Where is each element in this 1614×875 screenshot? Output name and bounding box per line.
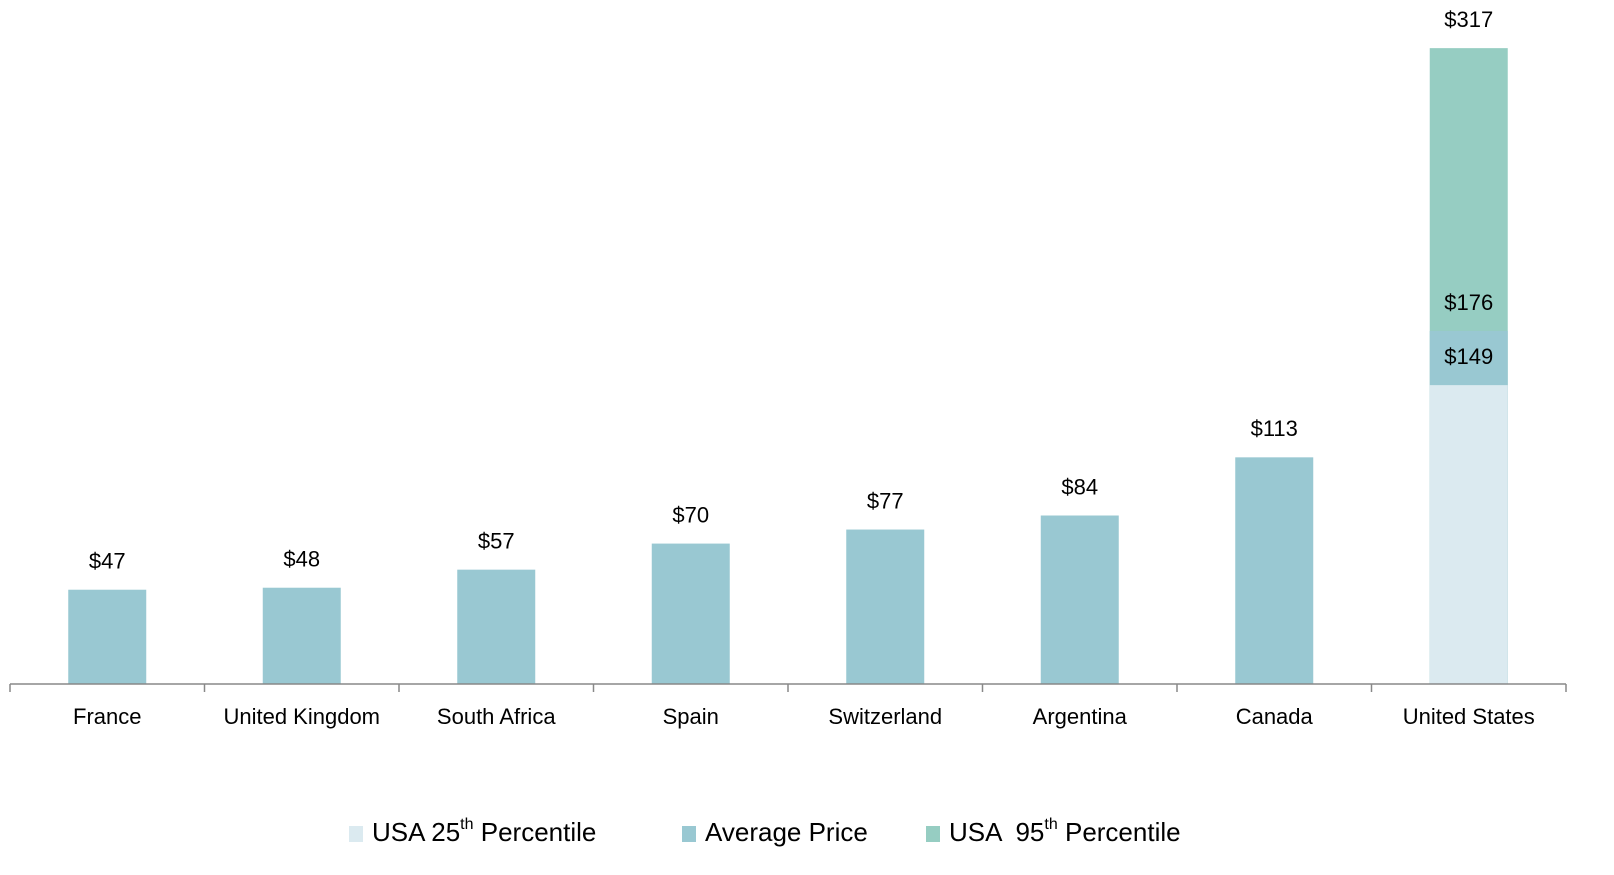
legend-label: USA 95th Percentile bbox=[949, 816, 1181, 847]
legend-label: Average Price bbox=[705, 817, 868, 847]
value-label: $57 bbox=[478, 528, 515, 553]
value-label: $70 bbox=[672, 502, 709, 527]
value-labels: $317 $47 $48 $57 $70 $77 $84 $113 $176 $149 bbox=[89, 7, 1493, 574]
x-tick-label: South Africa bbox=[437, 704, 556, 729]
x-tick-label: Argentina bbox=[1033, 704, 1128, 729]
bar bbox=[1235, 457, 1314, 684]
legend-swatch bbox=[926, 826, 940, 842]
x-axis: France United Kingdom South Africa Spain Swi… bbox=[9, 683, 1567, 729]
value-label: $113 bbox=[1251, 416, 1298, 441]
bar bbox=[846, 529, 925, 684]
x-tick-label: Canada bbox=[1236, 704, 1314, 729]
value-label: $77 bbox=[867, 488, 904, 513]
bars bbox=[68, 48, 1508, 684]
value-label: $317 bbox=[1444, 7, 1493, 32]
value-label: $84 bbox=[1061, 474, 1098, 499]
x-tick-label: Switzerland bbox=[828, 704, 942, 729]
value-label: $48 bbox=[283, 547, 320, 572]
value-label: $47 bbox=[89, 549, 126, 574]
bar bbox=[262, 587, 341, 684]
legend-swatch bbox=[682, 826, 696, 842]
bar bbox=[651, 543, 730, 684]
x-tick-label: United States bbox=[1403, 704, 1535, 729]
bar bbox=[68, 589, 147, 684]
legend: USA 25th Percentile Average Price USA 95th… bbox=[349, 816, 1181, 847]
bar bbox=[1429, 385, 1508, 684]
value-label: $149 bbox=[1444, 344, 1493, 369]
legend-swatch bbox=[349, 826, 363, 842]
bar bbox=[457, 569, 536, 684]
legend-label: USA 25th Percentile bbox=[372, 816, 596, 847]
x-tick-label: United Kingdom bbox=[223, 704, 380, 729]
value-label: $176 bbox=[1444, 290, 1493, 315]
x-tick-label: France bbox=[73, 704, 141, 729]
bar bbox=[1040, 515, 1119, 684]
x-tick-label: Spain bbox=[663, 704, 719, 729]
